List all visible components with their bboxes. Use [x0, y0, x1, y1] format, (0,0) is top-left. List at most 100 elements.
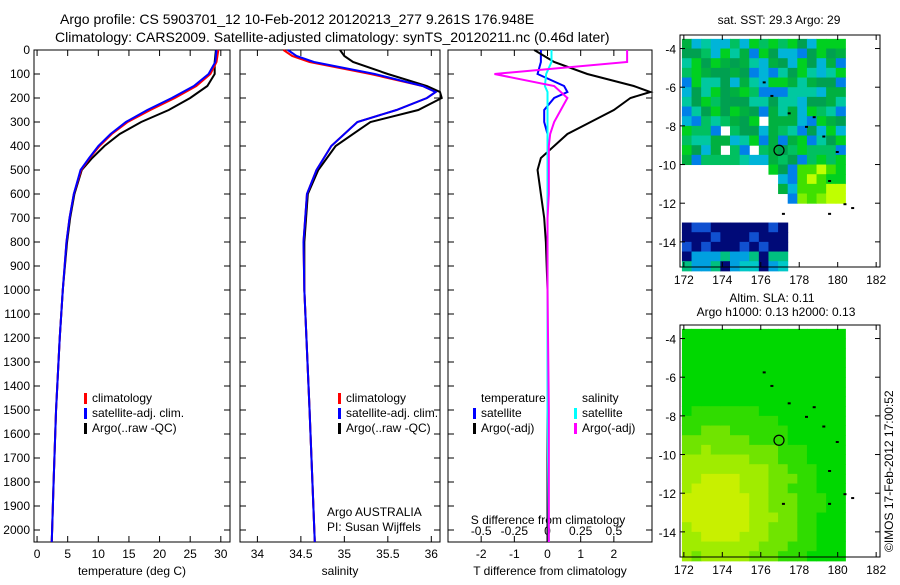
map-cell: [739, 232, 750, 243]
map-cell: [768, 164, 779, 175]
map-cell: [681, 473, 693, 485]
map-cell: [730, 251, 741, 262]
map-cell: [730, 454, 741, 465]
map-cell: [826, 406, 837, 417]
map-cell: [758, 261, 769, 272]
map-cell: [826, 38, 837, 50]
map-cell: [797, 164, 808, 175]
map-cell: [806, 493, 818, 504]
map-cell: [787, 145, 798, 156]
map-cell: [768, 222, 779, 233]
map-cell: [681, 106, 693, 117]
map-cell: [710, 116, 721, 127]
map-cell: [778, 338, 789, 349]
map-cell: [835, 58, 846, 69]
map-cell: [720, 96, 731, 108]
map-cell: [739, 415, 750, 427]
map-cell: [691, 415, 702, 427]
map-cell: [720, 377, 731, 388]
map-cell: [720, 232, 731, 243]
map-cell: [758, 483, 769, 494]
map-cell: [730, 38, 741, 50]
map-cell: [681, 232, 693, 243]
credit-text: ©IMOS 17-Feb-2012 17:00:52: [882, 390, 896, 552]
map-cell: [681, 58, 693, 69]
map-cell: [739, 425, 750, 436]
map-cell: [797, 174, 808, 185]
map-cell: [835, 502, 846, 514]
map-cell: [691, 483, 702, 494]
map-cell: [768, 551, 779, 562]
map-cell: [835, 348, 846, 359]
map-cell: [797, 531, 808, 543]
map-cell: [806, 473, 818, 485]
map-cell: [835, 164, 846, 175]
sla-map-cells: [681, 328, 846, 562]
map-cell: [691, 522, 702, 533]
map-cell: [691, 406, 702, 417]
map-cell: [806, 348, 818, 359]
map-cell: [691, 464, 702, 475]
map-cell: [720, 338, 731, 349]
map-cell: [681, 531, 693, 543]
map-cell: [720, 348, 731, 359]
map-cell: [720, 261, 731, 272]
map-cell: [806, 406, 818, 417]
map-cell: [835, 77, 846, 88]
map-cell: [749, 444, 760, 456]
map-cell: [806, 125, 818, 137]
map-cell: [778, 473, 789, 485]
map-cell: [720, 473, 731, 485]
map-cell: [739, 241, 750, 253]
annotation-pi: PI: Susan Wijffels: [327, 520, 421, 534]
map-cell: [730, 58, 741, 69]
map-cell: [835, 493, 846, 504]
differences-frame: [447, 49, 653, 543]
map-cell: [710, 222, 721, 233]
map-cell: [681, 367, 693, 378]
map-cell: [768, 106, 779, 117]
map-cell: [797, 522, 808, 533]
map-cell: [806, 425, 818, 436]
map-cell: [720, 502, 731, 514]
map-y-tick-label: -4: [665, 333, 676, 347]
island-marker: [828, 212, 832, 215]
map-cell: [826, 67, 837, 79]
map-cell: [701, 328, 712, 340]
series-line-climatology: [50, 49, 220, 543]
map-cell: [806, 377, 818, 388]
salinity-legend-swatch: [338, 408, 341, 419]
map-y-tick-label: -14: [659, 236, 677, 250]
map-cell: [787, 106, 798, 117]
temperature-legend-label: climatology: [92, 391, 152, 405]
map-cell: [681, 425, 693, 436]
map-cell: [778, 241, 789, 253]
map-cell: [730, 396, 741, 407]
map-cell: [730, 261, 741, 272]
map-cell: [758, 38, 769, 50]
map-cell: [730, 222, 741, 233]
map-cell: [720, 415, 731, 427]
salinity-legend-label: climatology: [346, 391, 406, 405]
y-tick-label: 2000: [3, 523, 30, 537]
map-cell: [710, 425, 721, 436]
map-cell: [681, 38, 693, 50]
y-tick-label: 100: [10, 67, 30, 81]
map-cell: [701, 425, 712, 436]
map-cell: [701, 444, 712, 456]
map-cell: [739, 87, 750, 98]
island-marker: [781, 212, 785, 215]
map-cell: [826, 77, 837, 88]
island-marker: [787, 112, 791, 115]
map-cell: [701, 367, 712, 378]
map-cell: [730, 464, 741, 475]
y-tick-label: 1600: [3, 427, 30, 441]
map-cell: [797, 415, 808, 427]
map-cell: [739, 493, 750, 504]
map-cell: [681, 116, 693, 127]
map-cell: [816, 454, 827, 465]
map-cell: [730, 541, 741, 552]
map-cell: [797, 77, 808, 88]
map-cell: [681, 328, 693, 340]
map-cell: [778, 406, 789, 417]
